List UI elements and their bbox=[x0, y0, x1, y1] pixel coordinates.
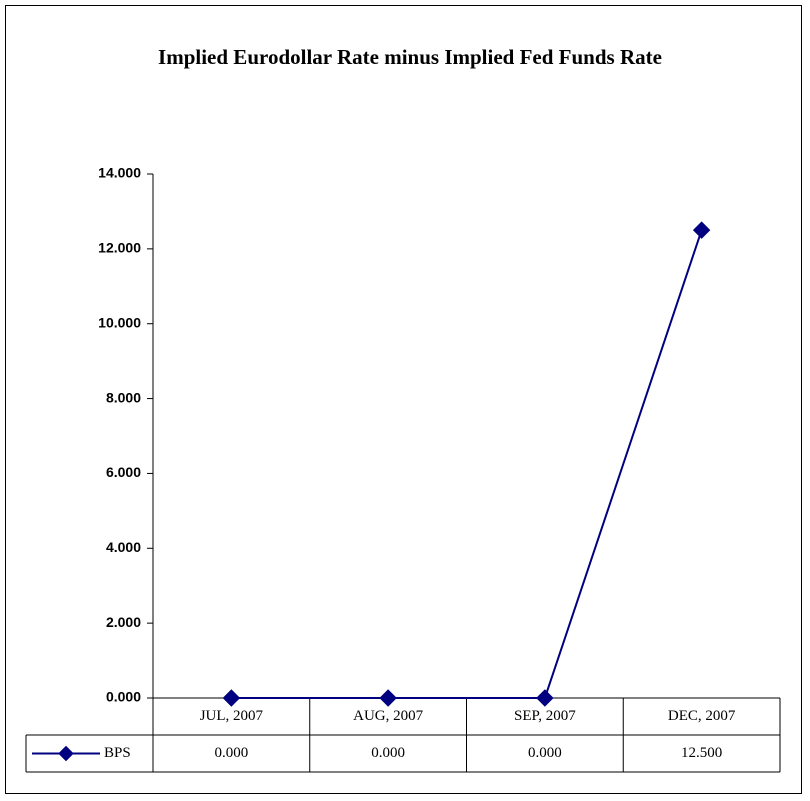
chart-frame bbox=[5, 5, 802, 794]
x-tick-label: DEC, 2007 bbox=[668, 708, 736, 724]
y-tick-label: 6.000 bbox=[106, 464, 141, 480]
x-tick-label: SEP, 2007 bbox=[514, 708, 576, 724]
table-value: 0.000 bbox=[371, 745, 405, 761]
y-tick-label: 14.000 bbox=[98, 165, 141, 181]
data-point bbox=[222, 689, 241, 707]
x-tick-label: AUG, 2007 bbox=[353, 708, 423, 724]
data-point bbox=[379, 689, 397, 707]
series-line bbox=[231, 229, 703, 699]
legend-marker bbox=[58, 745, 74, 762]
legend-label: BPS bbox=[104, 745, 131, 761]
y-tick-label: 10.000 bbox=[98, 314, 141, 330]
x-tick-label: JUL, 2007 bbox=[200, 708, 264, 724]
y-tick-label: 2.000 bbox=[106, 614, 141, 630]
y-tick-label: 0.000 bbox=[106, 689, 141, 705]
table-value: 12.500 bbox=[681, 745, 722, 761]
y-tick-label: 8.000 bbox=[106, 389, 141, 405]
y-tick-label: 4.000 bbox=[106, 539, 141, 555]
data-point bbox=[692, 221, 711, 239]
y-tick-label: 12.000 bbox=[98, 240, 141, 256]
data-point bbox=[536, 689, 554, 707]
table-value: 0.000 bbox=[215, 745, 249, 761]
chart-title: Implied Eurodollar Rate minus Implied Fe… bbox=[158, 45, 662, 69]
table-value: 0.000 bbox=[528, 745, 562, 761]
